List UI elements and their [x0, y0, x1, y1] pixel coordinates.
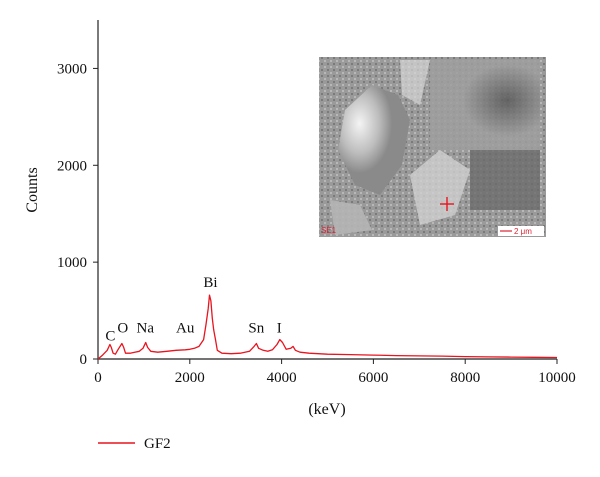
peak-label: Bi [203, 275, 217, 291]
y-axis-ticks: 0 1000 2000 3000 [57, 61, 98, 368]
legend-label-gf2: GF2 [144, 436, 171, 452]
x-axis-ticks: 0 2000 4000 6000 8000 10000 [94, 359, 576, 386]
y-tick-label: 1000 [57, 255, 87, 271]
y-tick-label: 0 [80, 352, 88, 368]
legend: GF2 [98, 436, 171, 452]
sem-detector-tag: SE1 [321, 226, 337, 235]
sem-scale-label: 2 μm [514, 227, 532, 236]
sem-inset-dark-region [430, 60, 540, 150]
sem-scale-box [498, 226, 544, 236]
x-tick-label: 0 [94, 370, 102, 386]
y-tick-label: 2000 [57, 158, 87, 174]
sem-inset-bright-crystal [338, 85, 410, 195]
x-tick-label: 6000 [358, 370, 388, 386]
axes [97, 20, 557, 360]
series-line-gf2 [97, 294, 558, 360]
sem-inset-image: SE1 2 μm [319, 57, 546, 237]
peak-label: Sn [248, 321, 264, 337]
x-tick-label: 10000 [538, 370, 576, 386]
peak-label: I [277, 321, 282, 337]
y-axis-title: Counts [24, 167, 41, 212]
sem-inset-flake-3 [400, 60, 430, 105]
series-layer [97, 294, 558, 360]
peak-label: Au [176, 321, 195, 337]
peak-label: C [105, 328, 115, 344]
crosshair-marker [440, 197, 454, 211]
x-tick-label: 2000 [175, 370, 205, 386]
sem-inset-flake-1 [410, 150, 470, 225]
x-tick-label: 8000 [450, 370, 480, 386]
peak-labels: C O Na Au Bi Sn I [105, 275, 281, 344]
peak-label: O [117, 321, 128, 337]
x-tick-label: 4000 [267, 370, 297, 386]
sem-inset-dark-region-2 [470, 150, 540, 210]
y-tick-label: 3000 [57, 61, 87, 77]
x-axis-title: (keV) [308, 401, 345, 418]
peak-label: Na [137, 321, 155, 337]
sem-inset-flake-2 [330, 200, 372, 235]
